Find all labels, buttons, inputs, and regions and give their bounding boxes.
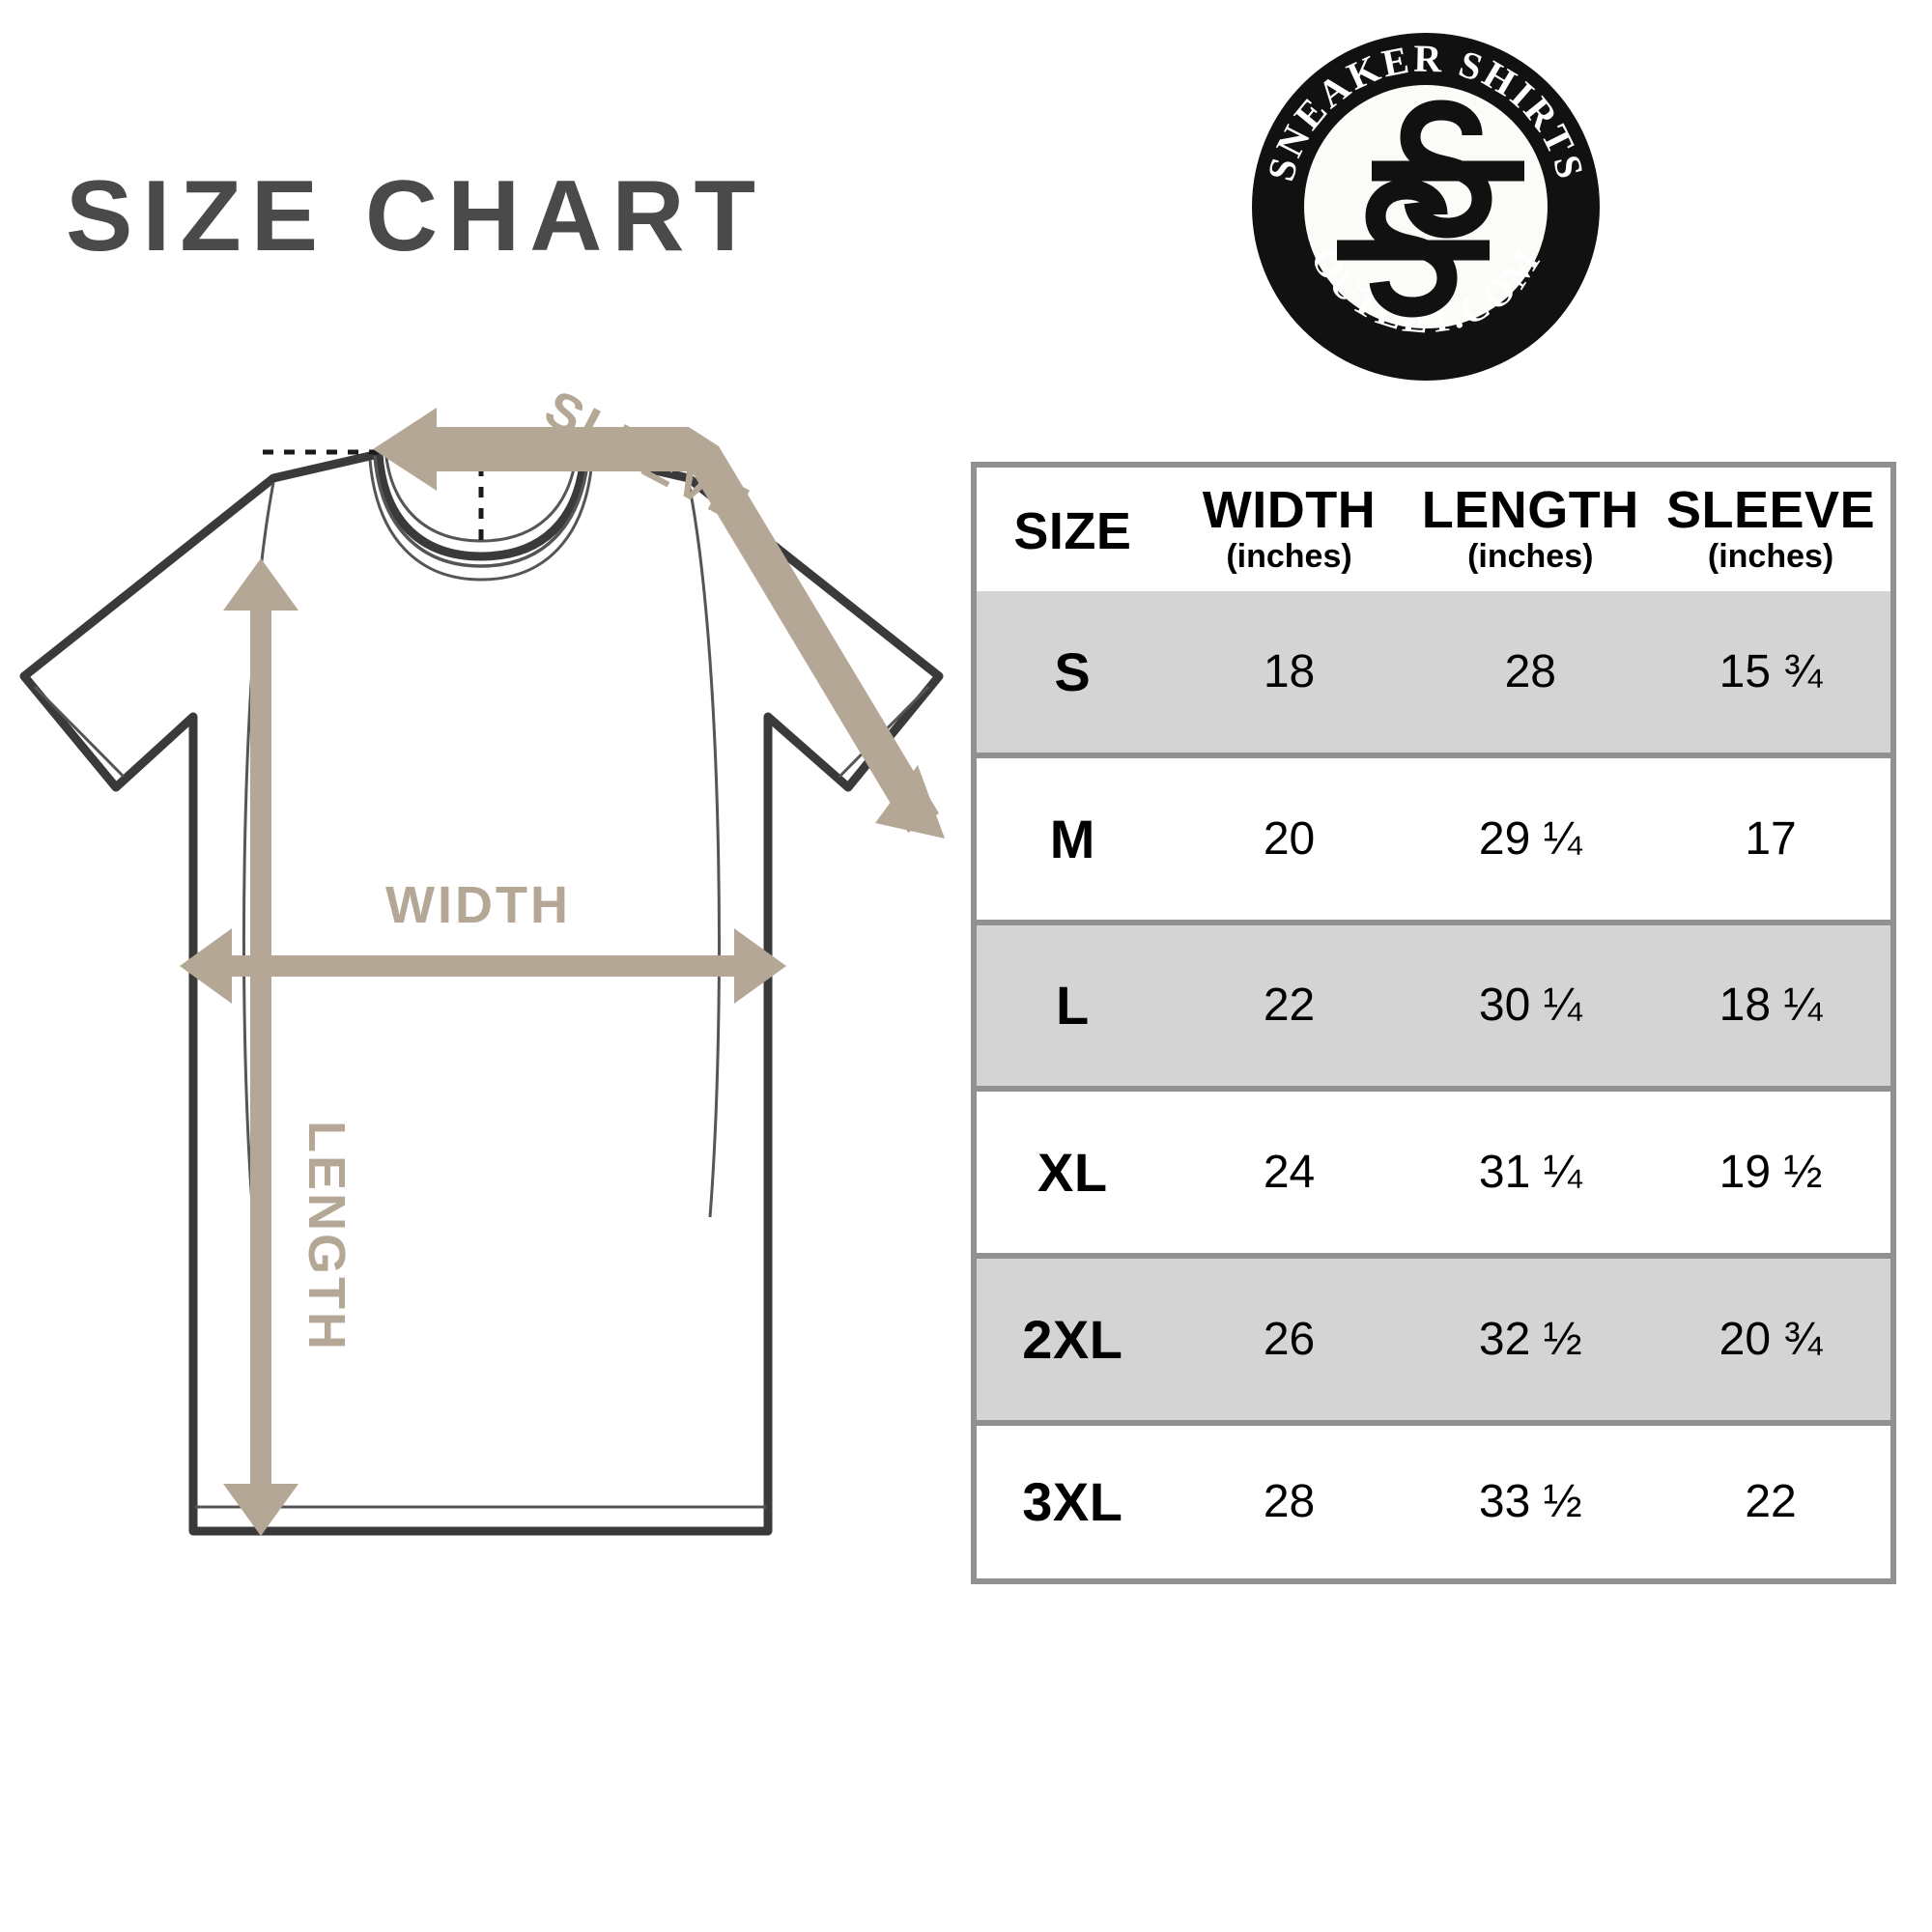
cell-length: 30 ¼ (1409, 924, 1652, 1093)
cell-size: 2XL (977, 1259, 1169, 1426)
page-title: SIZE CHART (66, 160, 765, 272)
sleeve-arrow (373, 408, 945, 838)
column-header-length-unit: (inches) (1467, 538, 1594, 576)
table-row: S 18 28 15 ¾ (977, 591, 1890, 758)
cell-sleeve: 20 ¾ (1651, 1259, 1890, 1426)
cell-width: 22 (1168, 924, 1410, 1093)
brand-logo: SNEAKER SHIRTS OUTLET.COM (1248, 29, 1604, 384)
column-header-width: WIDTH (inches) (1168, 468, 1410, 591)
cell-width: 24 (1168, 1092, 1410, 1260)
cell-size: L (977, 924, 1169, 1093)
column-header-length: LENGTH (inches) (1409, 468, 1652, 591)
cell-sleeve: 17 (1651, 757, 1890, 925)
column-header-size-label: SIZE (1013, 501, 1132, 560)
cell-width: 18 (1168, 591, 1410, 758)
logo-monogram-icon (1337, 99, 1524, 318)
label-length: LENGTH (298, 1121, 355, 1352)
cell-sleeve: 19 ½ (1651, 1092, 1890, 1260)
cell-size: S (977, 591, 1169, 758)
measurement-guides (263, 444, 484, 549)
cell-width: 26 (1168, 1259, 1410, 1426)
column-header-size: SIZE (977, 468, 1169, 591)
table-row: 3XL 28 33 ½ 22 (977, 1425, 1890, 1578)
table-row: XL 24 31 ¼ 19 ½ (977, 1092, 1890, 1260)
cell-size: M (977, 757, 1169, 925)
column-header-sleeve-unit: (inches) (1707, 538, 1834, 576)
column-header-width-unit: (inches) (1226, 538, 1352, 576)
cell-size: XL (977, 1092, 1169, 1260)
cell-sleeve: 15 ¾ (1651, 591, 1890, 758)
table-row: 2XL 26 32 ½ 20 ¾ (977, 1259, 1890, 1426)
cell-width: 20 (1168, 757, 1410, 925)
cell-length: 31 ¼ (1409, 1092, 1652, 1260)
table-header-row: SIZE WIDTH (inches) LENGTH (inches) SLEE… (977, 468, 1890, 591)
column-header-sleeve-label: SLEEVE (1666, 480, 1876, 539)
cell-sleeve: 22 (1651, 1425, 1890, 1578)
table-row: L 22 30 ¼ 18 ¼ (977, 924, 1890, 1093)
table-row: M 20 29 ¼ 17 (977, 757, 1890, 925)
column-header-sleeve: SLEEVE (inches) (1651, 468, 1890, 591)
cell-length: 32 ½ (1409, 1259, 1652, 1426)
width-arrow (180, 928, 786, 1004)
cell-size: 3XL (977, 1425, 1169, 1578)
column-header-width-label: WIDTH (1202, 480, 1377, 539)
cell-length: 28 (1409, 591, 1652, 758)
cell-length: 29 ¼ (1409, 757, 1652, 925)
length-arrow (223, 558, 298, 1536)
tshirt-diagram: SLEEVE WIDTH LENGTH (0, 386, 966, 1642)
size-table-container: SIZE WIDTH (inches) LENGTH (inches) SLEE… (971, 462, 1896, 1584)
cell-width: 28 (1168, 1425, 1410, 1578)
measurement-arrows (180, 408, 945, 1536)
label-width: WIDTH (385, 876, 571, 934)
size-table: SIZE WIDTH (inches) LENGTH (inches) SLEE… (971, 462, 1896, 1584)
cell-length: 33 ½ (1409, 1425, 1652, 1578)
column-header-length-label: LENGTH (1421, 480, 1639, 539)
cell-sleeve: 18 ¼ (1651, 924, 1890, 1093)
